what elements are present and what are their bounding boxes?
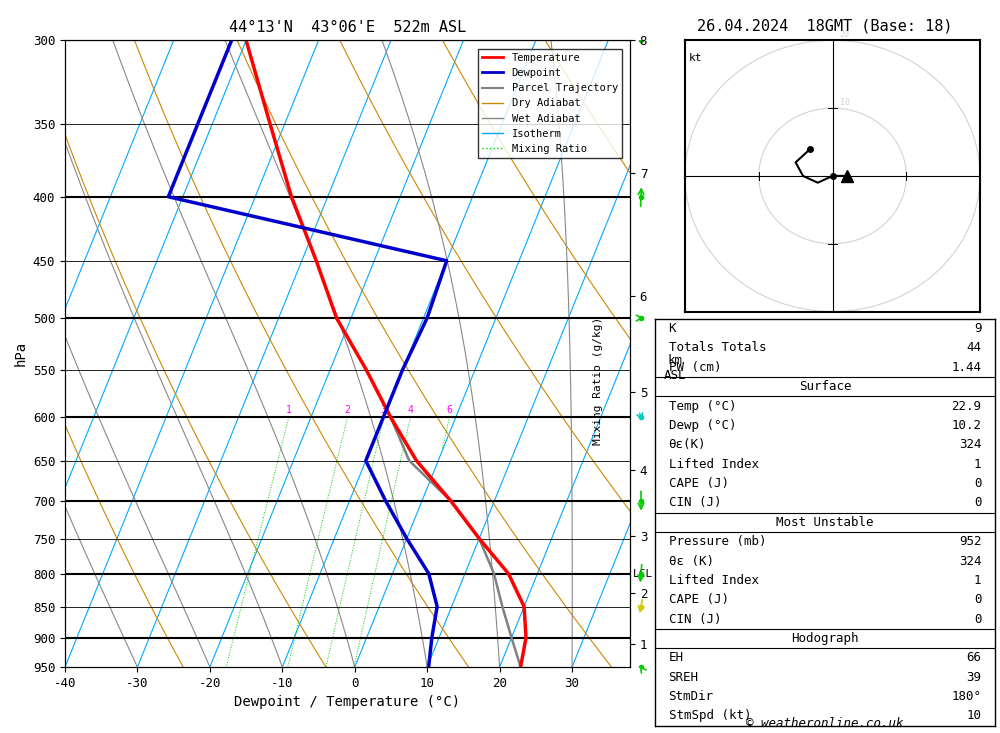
Text: 1: 1 [974,574,981,587]
Text: Most Unstable: Most Unstable [776,516,874,528]
Text: Pressure (mb): Pressure (mb) [669,535,766,548]
Text: Lifted Index: Lifted Index [669,574,759,587]
Title: 44°13'N  43°06'E  522m ASL: 44°13'N 43°06'E 522m ASL [229,20,466,35]
Text: 0: 0 [974,496,981,509]
Text: 4: 4 [408,405,413,416]
Text: 44: 44 [966,342,981,355]
Text: kt: kt [689,53,702,62]
Text: 0: 0 [974,613,981,626]
Text: PW (cm): PW (cm) [669,361,721,374]
Text: SREH: SREH [669,671,699,684]
Text: Surface: Surface [799,380,851,393]
Text: 26.04.2024  18GMT (Base: 18): 26.04.2024 18GMT (Base: 18) [697,18,953,33]
Text: 3: 3 [381,405,387,416]
Text: Dewp (°C): Dewp (°C) [669,419,736,432]
Text: CIN (J): CIN (J) [669,613,721,626]
Text: 952: 952 [959,535,981,548]
Text: Lifted Index: Lifted Index [669,457,759,471]
Text: 180°: 180° [951,690,981,703]
Text: θε (K): θε (K) [669,554,714,567]
Text: 324: 324 [959,554,981,567]
Text: 20: 20 [840,30,850,39]
Text: CAPE (J): CAPE (J) [669,593,729,606]
Text: 1.44: 1.44 [951,361,981,374]
Text: 1: 1 [286,405,292,416]
Text: 66: 66 [966,652,981,664]
Text: 2: 2 [345,405,350,416]
Legend: Temperature, Dewpoint, Parcel Trajectory, Dry Adiabat, Wet Adiabat, Isotherm, Mi: Temperature, Dewpoint, Parcel Trajectory… [478,48,622,158]
Text: 1: 1 [974,457,981,471]
Text: 39: 39 [966,671,981,684]
Text: 22.9: 22.9 [951,399,981,413]
Text: EH: EH [669,652,684,664]
Text: θε(K): θε(K) [669,438,706,452]
Text: CAPE (J): CAPE (J) [669,477,729,490]
Y-axis label: km
ASL: km ASL [664,354,686,382]
Text: 10.2: 10.2 [951,419,981,432]
Text: Temp (°C): Temp (°C) [669,399,736,413]
Text: StmDir: StmDir [669,690,714,703]
X-axis label: Dewpoint / Temperature (°C): Dewpoint / Temperature (°C) [234,696,461,710]
Text: K: K [669,322,676,335]
Text: 10: 10 [966,710,981,723]
Text: StmSpd (kt): StmSpd (kt) [669,710,751,723]
Y-axis label: hPa: hPa [13,341,27,366]
Text: CIN (J): CIN (J) [669,496,721,509]
Text: © weatheronline.co.uk: © weatheronline.co.uk [746,717,904,730]
Text: 324: 324 [959,438,981,452]
Text: Totals Totals: Totals Totals [669,342,766,355]
Text: 0: 0 [974,593,981,606]
Text: 0: 0 [974,477,981,490]
Text: 10: 10 [840,97,850,107]
Text: LCL: LCL [633,569,653,578]
Text: 9: 9 [974,322,981,335]
Text: 6: 6 [447,405,452,416]
Text: Hodograph: Hodograph [791,632,859,645]
Text: Mixing Ratio (g/kg): Mixing Ratio (g/kg) [593,317,603,445]
